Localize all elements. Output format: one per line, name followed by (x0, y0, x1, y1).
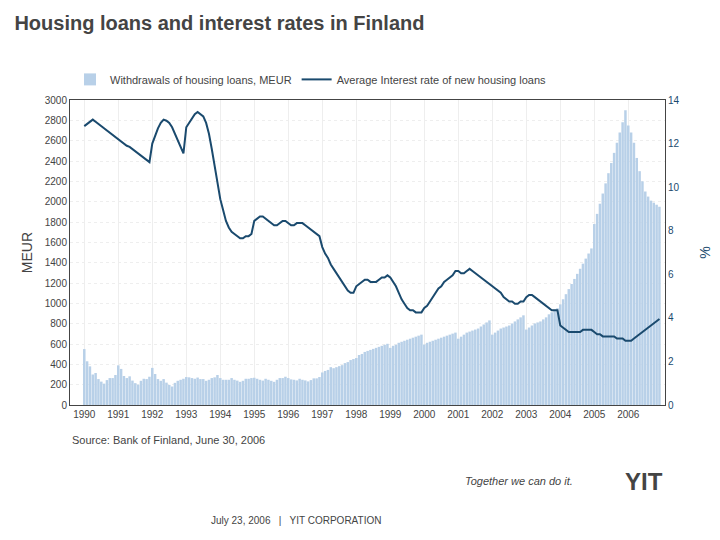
svg-text:12: 12 (668, 138, 680, 149)
svg-text:2003: 2003 (515, 409, 538, 420)
svg-text:2800: 2800 (45, 115, 68, 126)
svg-text:1600: 1600 (45, 237, 68, 248)
svg-text:2000: 2000 (45, 196, 68, 207)
svg-text:600: 600 (50, 339, 67, 350)
svg-text:10: 10 (668, 182, 680, 193)
svg-text:2002: 2002 (481, 409, 504, 420)
svg-text:6: 6 (668, 269, 674, 280)
svg-text:1997: 1997 (311, 409, 334, 420)
svg-text:Average Interest rate of new h: Average Interest rate of new housing loa… (337, 74, 546, 86)
svg-text:1400: 1400 (45, 257, 68, 268)
svg-text:0: 0 (61, 400, 67, 411)
svg-text:2005: 2005 (583, 409, 606, 420)
svg-text:1993: 1993 (175, 409, 198, 420)
svg-text:1991: 1991 (107, 409, 130, 420)
svg-text:800: 800 (50, 318, 67, 329)
svg-text:3000: 3000 (45, 95, 68, 106)
svg-text:8: 8 (668, 225, 674, 236)
svg-text:2200: 2200 (45, 176, 68, 187)
svg-text:1200: 1200 (45, 278, 68, 289)
svg-text:2000: 2000 (413, 409, 436, 420)
svg-text:4: 4 (668, 312, 674, 323)
svg-text:Together we can do it.: Together we can do it. (465, 475, 573, 487)
svg-text:200: 200 (50, 379, 67, 390)
svg-text:1996: 1996 (277, 409, 300, 420)
svg-text:1995: 1995 (243, 409, 266, 420)
svg-text:2400: 2400 (45, 156, 68, 167)
svg-text:0: 0 (668, 400, 674, 411)
svg-text:%: % (697, 246, 713, 258)
svg-text:1990: 1990 (73, 409, 96, 420)
svg-text:2001: 2001 (447, 409, 470, 420)
svg-text:Housing loans and interest rat: Housing loans and interest rates in Finl… (14, 12, 424, 34)
svg-text:1800: 1800 (45, 217, 68, 228)
svg-text:400: 400 (50, 359, 67, 370)
svg-text:1992: 1992 (141, 409, 164, 420)
svg-text:YIT: YIT (625, 468, 663, 495)
svg-text:MEUR: MEUR (19, 232, 35, 273)
svg-text:14: 14 (668, 95, 680, 106)
svg-text:2004: 2004 (549, 409, 572, 420)
svg-text:1000: 1000 (45, 298, 68, 309)
svg-text:Source: Bank of Finland, June: Source: Bank of Finland, June 30, 2006 (72, 434, 265, 446)
svg-text:1999: 1999 (379, 409, 402, 420)
svg-text:Withdrawals of housing loans,: Withdrawals of housing loans, MEUR (110, 74, 292, 86)
svg-text:2600: 2600 (45, 135, 68, 146)
svg-text:1998: 1998 (345, 409, 368, 420)
svg-text:1994: 1994 (209, 409, 232, 420)
svg-text:July 23, 2006 | YIT CORPOR: July 23, 2006 | YIT CORPORATION (211, 515, 381, 526)
svg-text:2006: 2006 (617, 409, 640, 420)
svg-text:2: 2 (668, 356, 674, 367)
